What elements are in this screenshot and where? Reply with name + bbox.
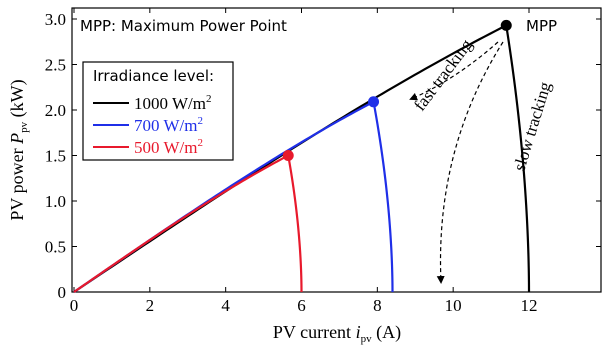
- legend-label-sup: 2: [197, 115, 203, 127]
- x-tick-label: 8: [373, 296, 382, 315]
- x-axis-label: PV current ipv (A): [273, 322, 401, 345]
- x-axis-label-sub: pv: [361, 333, 373, 345]
- y-tick-label: 3.0: [45, 10, 66, 29]
- y-tick-label: 0: [58, 283, 67, 302]
- y-tick-label: 1.5: [45, 147, 66, 166]
- legend-label-text: 1000 W/m: [134, 94, 206, 113]
- x-tick-label: 6: [297, 296, 306, 315]
- y-tick-label: 2.5: [45, 56, 66, 75]
- legend-box: [82, 61, 234, 161]
- y-axis-label: PV power Ppv (kW): [7, 79, 30, 220]
- legend-label-sup: 2: [206, 93, 212, 105]
- mpp-note: MPP: Maximum Power Point: [80, 17, 287, 35]
- legend-title: Irradiance level:: [93, 67, 214, 85]
- x-tick-label: 10: [445, 296, 462, 315]
- mpp-point-2: [282, 150, 294, 161]
- x-axis-label-main: PV current: [273, 322, 356, 342]
- y-axis-label-sub: pv: [18, 121, 30, 133]
- y-tick-label: 0.5: [45, 238, 66, 257]
- x-tick-label: 0: [70, 296, 79, 315]
- y-tick-label: 1.0: [45, 192, 66, 211]
- legend-label-1: 700 W/m2: [134, 115, 203, 135]
- mpp-point-0: [500, 19, 512, 31]
- fast-tracking-label: fast tracking: [410, 35, 476, 114]
- mpp-point-1: [368, 96, 380, 108]
- y-axis-label-unit: (kW): [7, 79, 28, 121]
- legend-label-text: 500 W/m: [134, 138, 197, 157]
- x-tick-label: 4: [221, 296, 230, 315]
- series-layer: [73, 19, 531, 293]
- mpp-label: MPP: [526, 17, 557, 35]
- series-line-2: [73, 153, 303, 293]
- slow-tracking-arrow: [436, 41, 504, 284]
- legend-label-sup: 2: [197, 137, 203, 149]
- x-axis-label-unit: (A): [372, 322, 402, 343]
- fast-tracking-arrow: [409, 41, 499, 101]
- y-tick-label: 2.0: [45, 101, 66, 120]
- y-axis-label-var: P: [7, 133, 27, 145]
- x-axis-label-var: i: [356, 322, 361, 342]
- legend-label-2: 500 W/m2: [134, 137, 203, 157]
- plot-frame: [71, 7, 602, 293]
- x-tick-label: 12: [521, 296, 538, 315]
- axes: 0 2 4 6 8 10 12 0 0.5 1.0 1.5 2.0 2.5 3.0 PV current i…: [7, 7, 602, 345]
- legend-label-0: 1000 W/m2: [134, 93, 211, 113]
- x-tick-label: 2: [146, 296, 155, 315]
- y-axis-label-main: PV power: [7, 144, 27, 221]
- legend-label-text: 700 W/m: [134, 116, 197, 135]
